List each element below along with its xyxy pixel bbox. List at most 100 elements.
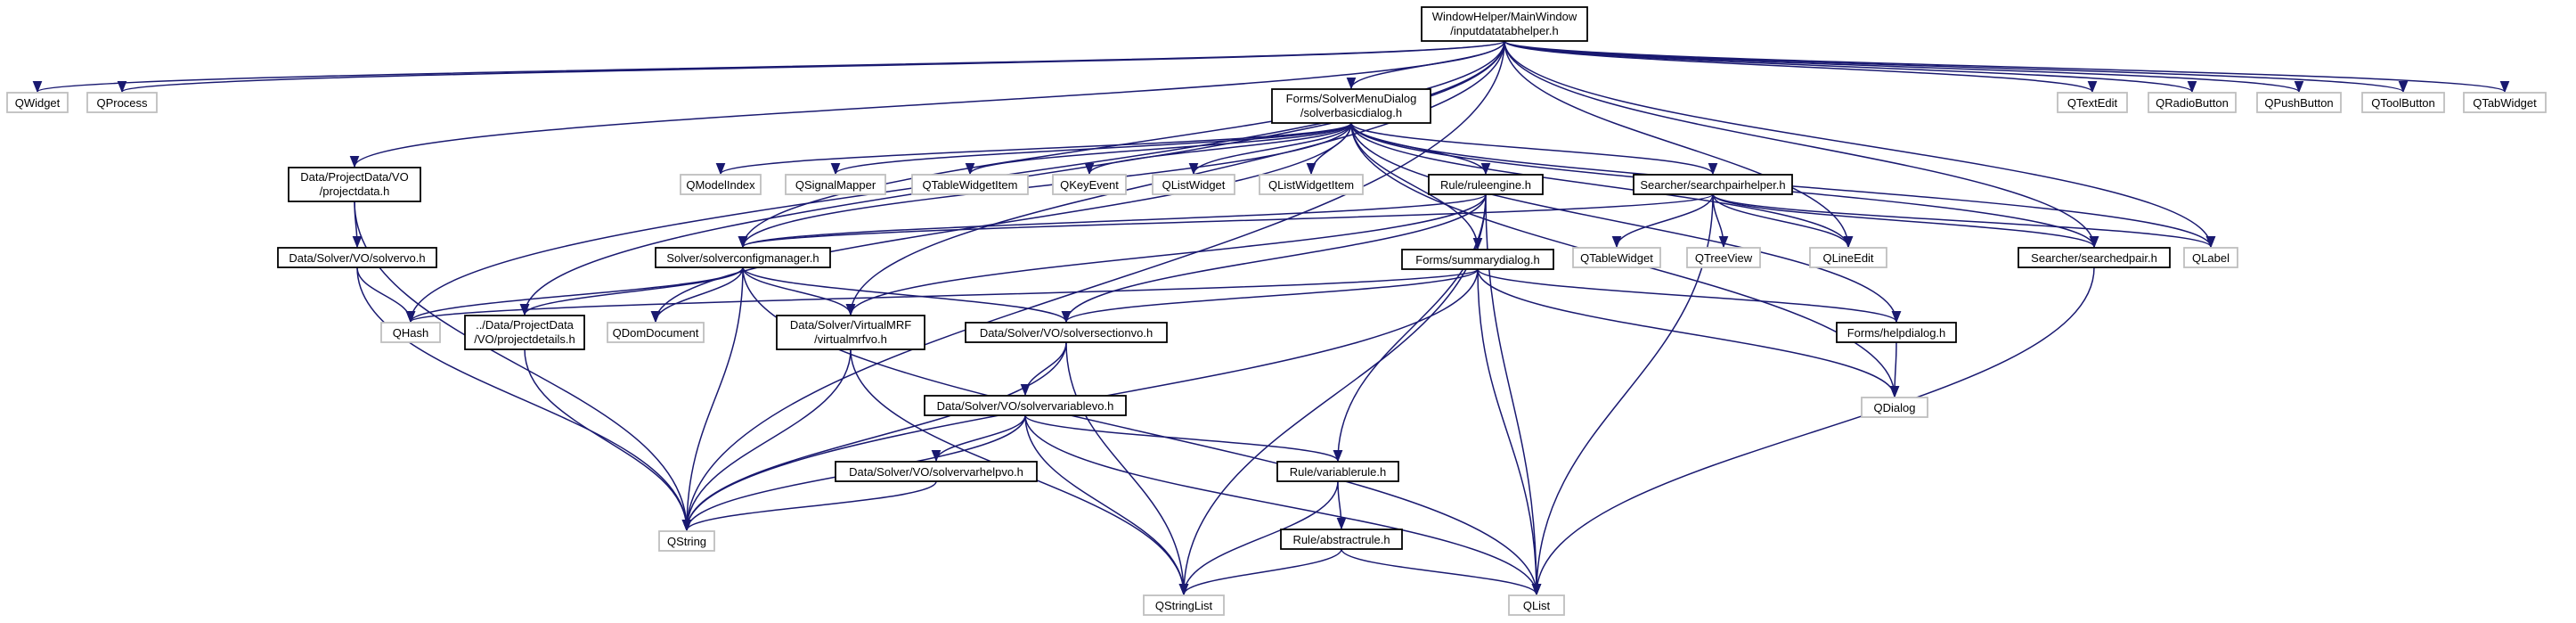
edge-ruleengine-to-solversectionvo	[1061, 193, 1487, 324]
edge-solvermenu-to-qdomdocument	[650, 122, 1352, 324]
edge-variablerule-to-abstractrule	[1336, 480, 1347, 530]
edge-solversectionvo-to-qstringlist	[1065, 341, 1189, 596]
node-qtabwidget-label-0: QTabWidget	[2473, 96, 2537, 110]
node-solvermenu-label-0: Forms/SolverMenuDialog	[1286, 92, 1417, 105]
node-qtoolbutton: QToolButton	[2361, 92, 2445, 113]
edge-solvermenu-to-solverconfig	[738, 122, 1352, 249]
node-solvervariablevo-box	[924, 395, 1127, 416]
node-qdomdocument-box	[607, 322, 705, 343]
edge-solverconfig-to-virtualmrf	[742, 266, 856, 316]
node-solvervariablevo-label-0: Data/Solver/VO/solvervariablevo.h	[937, 399, 1114, 413]
node-qkeyevent-label-0: QKeyEvent	[1060, 178, 1119, 192]
node-projectdetails-label-0: ../Data/ProjectData	[476, 318, 575, 332]
edge-summarydialog-to-qlist	[1477, 268, 1542, 596]
node-qwidget: QWidget	[6, 92, 69, 113]
node-virtualmrf[interactable]: Data/Solver/VirtualMRF/virtualmrfvo.h	[776, 315, 925, 350]
edge-solvervariablevo-to-solvervarhelpvo	[931, 414, 1026, 463]
node-searchpairhelper[interactable]: Searcher/searchpairhelper.h	[1633, 174, 1793, 195]
node-searchpairhelper-box	[1633, 174, 1793, 195]
edge-abstractrule-to-qlist	[1341, 548, 1542, 596]
node-solverconfig-label-0: Solver/solverconfigmanager.h	[666, 251, 819, 265]
node-variablerule[interactable]: Rule/variablerule.h	[1276, 461, 1399, 482]
node-solversectionvo[interactable]: Data/Solver/VO/solversectionvo.h	[965, 322, 1168, 343]
node-projectdetails-label-1: /VO/projectdetails.h	[474, 332, 575, 346]
node-root[interactable]: WindowHelper/MainWindow/inputdatatabhelp…	[1421, 6, 1588, 42]
node-qlistwidget-box	[1152, 174, 1235, 195]
node-qdialog: QDialog	[1861, 397, 1928, 418]
edge-searchpairhelper-to-qlabel	[1712, 193, 2216, 249]
node-projectdetails-box	[464, 315, 585, 350]
node-qtablewidgetitem-box	[911, 174, 1029, 195]
node-ruleengine-label-0: Rule/ruleengine.h	[1440, 178, 1531, 192]
edge-solvervariablevo-to-qstringlist	[1024, 414, 1189, 596]
node-virtualmrf-label-1: /virtualmrfvo.h	[814, 332, 887, 346]
node-qtablewidgetitem: QTableWidgetItem	[911, 174, 1029, 195]
node-qtablewidget: QTableWidget	[1572, 247, 1661, 268]
edge-solverconfig-to-qstring	[681, 266, 744, 532]
node-solvervariablevo[interactable]: Data/Solver/VO/solvervariablevo.h	[924, 395, 1127, 416]
edges-layer	[33, 40, 2509, 596]
node-solvermenu[interactable]: Forms/SolverMenuDialog/solverbasicdialog…	[1271, 88, 1431, 124]
node-qtoolbutton-label-0: QToolButton	[2371, 96, 2435, 110]
node-searchedpair-label-0: Searcher/searchedpair.h	[2031, 251, 2157, 265]
node-qlist-box	[1508, 594, 1565, 616]
edge-root-to-qpushbutton	[1504, 40, 2303, 94]
node-ruleengine[interactable]: Rule/ruleengine.h	[1428, 174, 1544, 195]
node-qlineedit-box	[1809, 247, 1887, 268]
edge-solvermenu-to-qtablewidgetitem	[965, 122, 1352, 176]
edge-root-to-qtextedit	[1504, 40, 2098, 94]
edge-searchpairhelper-to-qlineedit	[1712, 193, 1854, 249]
edge-solvermenu-to-qkeyevent	[1084, 122, 1352, 176]
node-solvervarhelpvo-box	[835, 461, 1038, 482]
node-solvervarhelpvo[interactable]: Data/Solver/VO/solvervarhelpvo.h	[835, 461, 1038, 482]
edge-root-to-qradiobutton	[1504, 40, 2197, 94]
node-qlistwidget-label-0: QListWidget	[1162, 178, 1226, 192]
node-searchedpair[interactable]: Searcher/searchedpair.h	[2018, 247, 2171, 268]
node-qtextedit: QTextEdit	[2057, 92, 2128, 113]
node-qpushbutton: QPushButton	[2256, 92, 2342, 113]
node-root-label-1: /inputdatatabhelper.h	[1450, 24, 1558, 37]
node-summarydialog[interactable]: Forms/summarydialog.h	[1401, 249, 1554, 270]
node-qdialog-box	[1861, 397, 1928, 418]
node-qhash-label-0: QHash	[393, 326, 428, 340]
node-qkeyevent: QKeyEvent	[1052, 174, 1127, 195]
node-qlistwidget: QListWidget	[1152, 174, 1235, 195]
node-qdialog-label-0: QDialog	[1874, 401, 1916, 414]
edge-helpdialog-to-qdialog	[1889, 341, 1900, 398]
edge-root-to-qlabel	[1504, 40, 2216, 249]
node-qhash-box	[380, 322, 441, 343]
node-qtablewidgetitem-label-0: QTableWidgetItem	[923, 178, 1018, 192]
node-qprocess-box	[86, 92, 158, 113]
edge-solverconfig-to-solversectionvo	[742, 266, 1072, 324]
node-helpdialog[interactable]: Forms/helpdialog.h	[1836, 322, 1957, 343]
node-qradiobutton-box	[2148, 92, 2237, 113]
node-qtoolbutton-box	[2361, 92, 2445, 113]
node-qtreeview-label-0: QTreeView	[1695, 251, 1753, 265]
edge-root-to-qwidget	[33, 40, 1505, 94]
edge-searchpairhelper-to-searchedpair	[1712, 193, 2099, 249]
node-qprocess-label-0: QProcess	[96, 96, 148, 110]
node-abstractrule-label-0: Rule/abstractrule.h	[1292, 533, 1390, 546]
node-projectdata[interactable]: Data/ProjectData/VO/projectdata.h	[288, 167, 421, 202]
node-root-label-0: WindowHelper/MainWindow	[1432, 10, 1577, 23]
node-qlabel-label-0: QLabel	[2192, 251, 2230, 265]
edge-solvermenu-to-qlineedit	[1350, 122, 1854, 249]
node-qkeyevent-box	[1052, 174, 1127, 195]
edge-variablerule-to-qstringlist	[1178, 480, 1339, 596]
node-abstractrule[interactable]: Rule/abstractrule.h	[1280, 529, 1403, 550]
edge-solverconfig-to-projectdetails	[519, 266, 744, 316]
node-solverconfig-box	[655, 247, 831, 268]
node-qsignalmapper: QSignalMapper	[785, 174, 886, 195]
node-solvervo[interactable]: Data/Solver/VO/solvervo.h	[277, 247, 437, 268]
node-qwidget-label-0: QWidget	[15, 96, 61, 110]
node-qlabel-box	[2183, 247, 2238, 268]
node-qstringlist-box	[1143, 594, 1225, 616]
node-solverconfig[interactable]: Solver/solverconfigmanager.h	[655, 247, 831, 268]
node-qstring: QString	[658, 530, 715, 552]
node-qlistwidgetitem-label-0: QListWidgetItem	[1268, 178, 1354, 192]
edge-abstractrule-to-qstringlist	[1178, 548, 1342, 596]
node-qwidget-box	[6, 92, 69, 113]
node-projectdetails[interactable]: ../Data/ProjectData/VO/projectdetails.h	[464, 315, 585, 350]
edge-root-to-projectdata	[349, 40, 1505, 168]
node-qstringlist-label-0: QStringList	[1155, 599, 1213, 612]
